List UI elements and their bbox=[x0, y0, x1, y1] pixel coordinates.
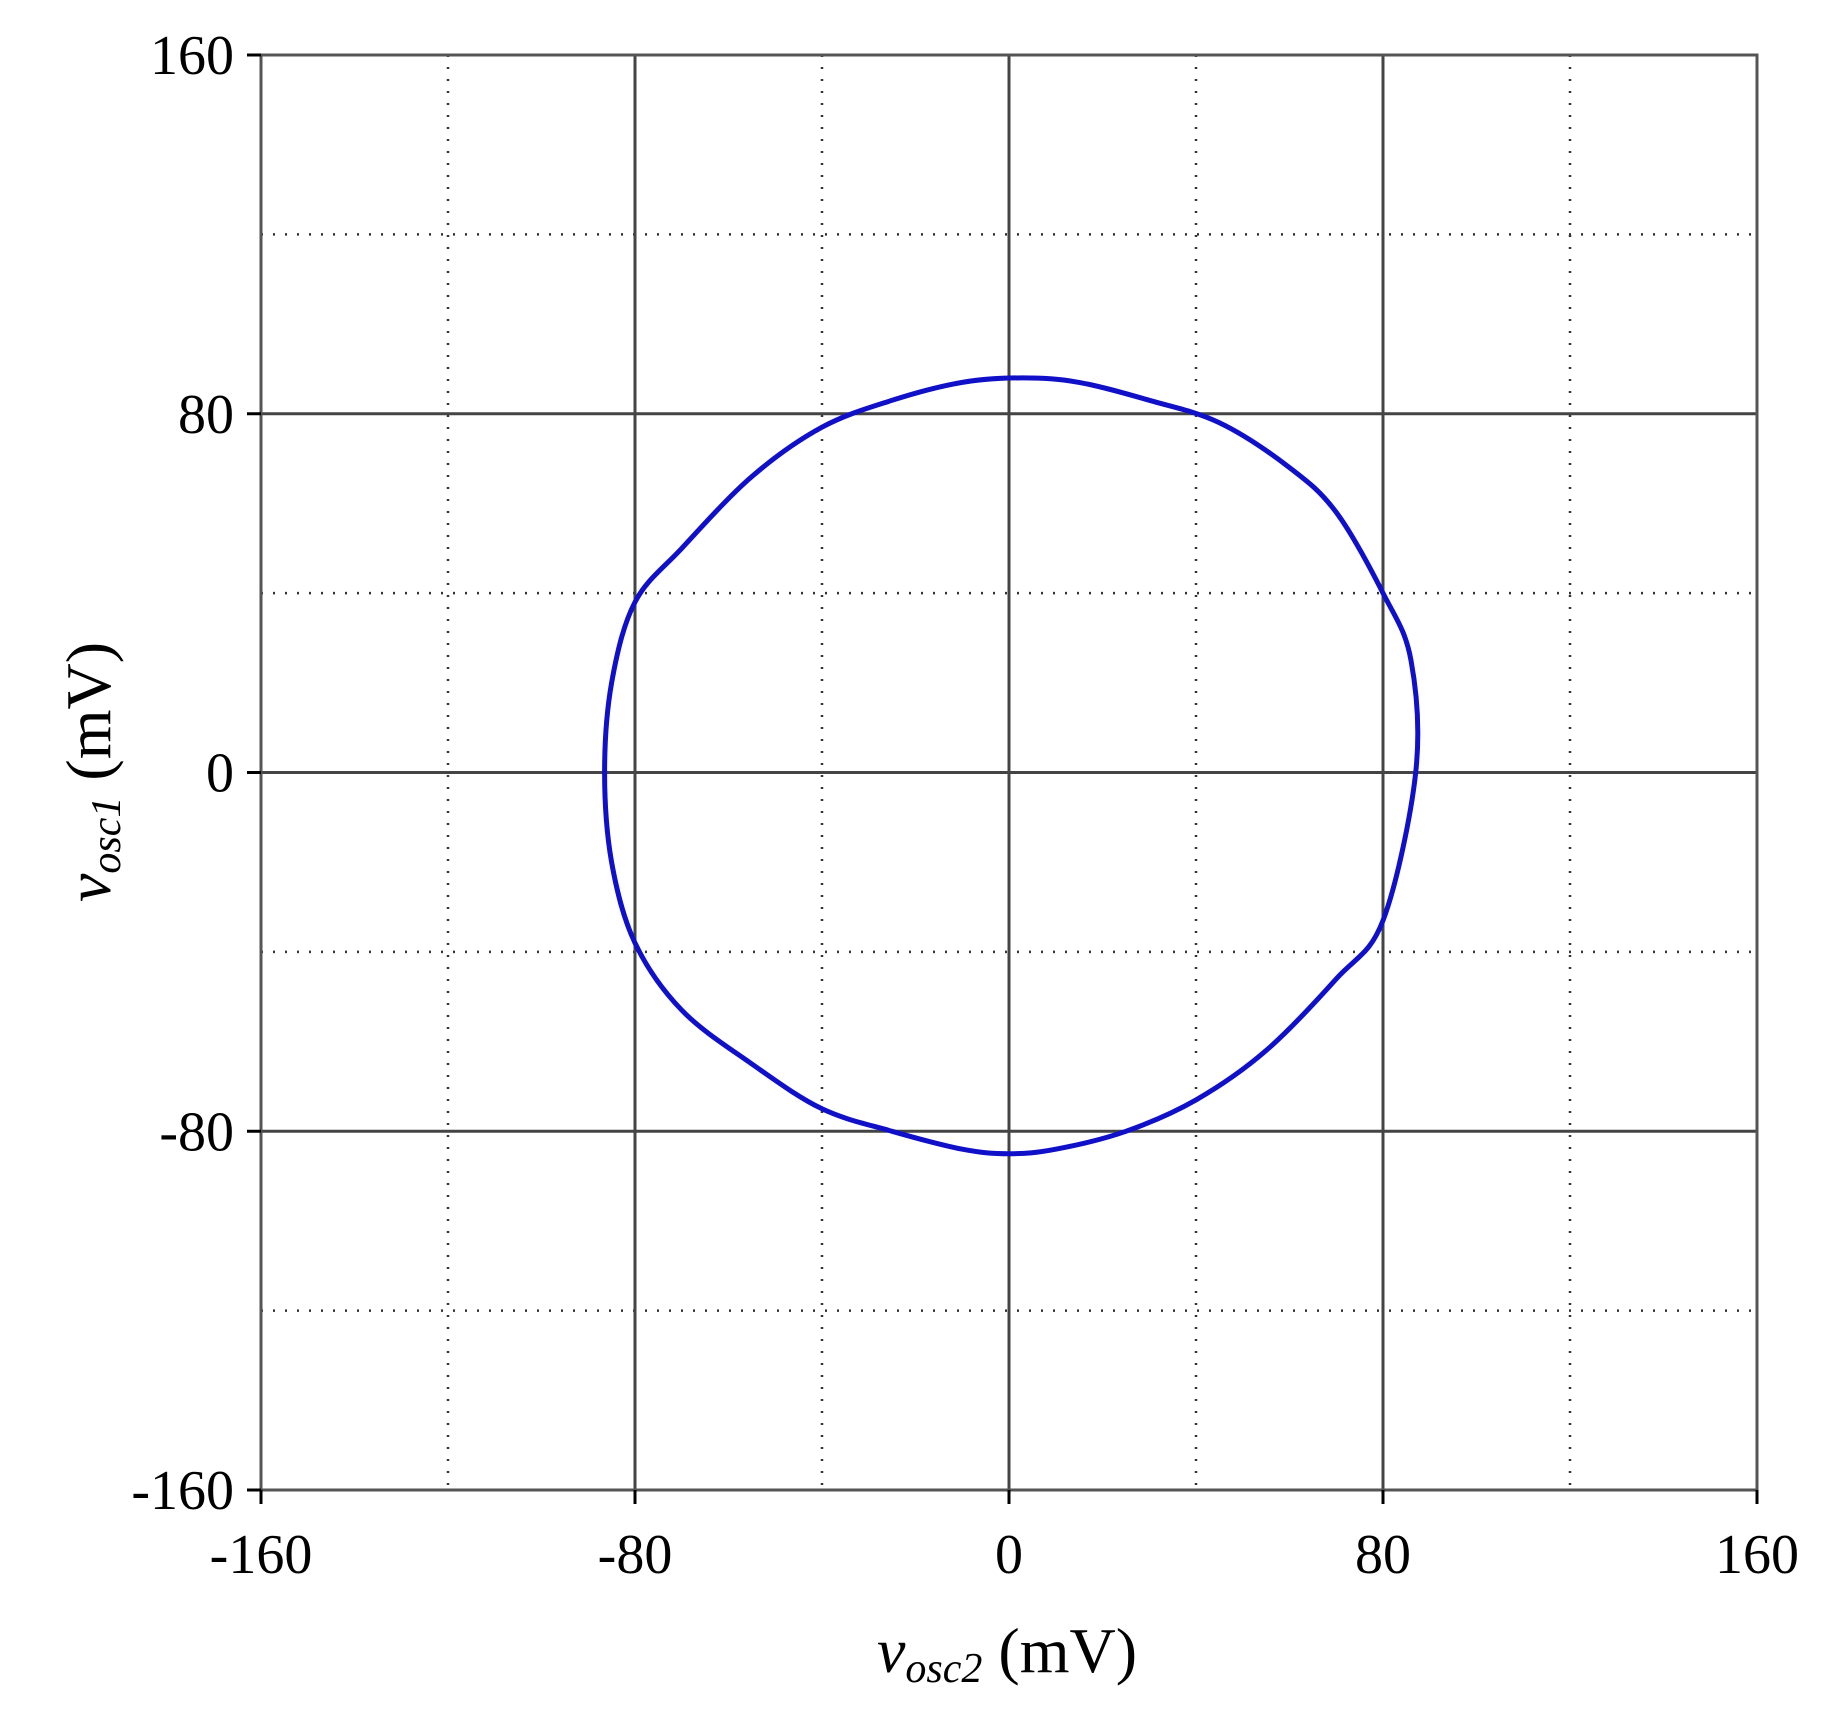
x-axis-label: vosc2 (mV) bbox=[877, 1615, 1137, 1692]
x-tick-label: 80 bbox=[1355, 1524, 1411, 1586]
y-tick-labels: -160 -80 0 80 160 bbox=[131, 25, 234, 1522]
x-tick-label: 0 bbox=[995, 1524, 1023, 1586]
y-tick-label: -80 bbox=[159, 1101, 234, 1163]
x-tick-label: -160 bbox=[210, 1524, 313, 1586]
series-layer bbox=[602, 375, 1421, 1157]
x-tick-labels: -160 -80 0 80 160 bbox=[210, 1524, 1799, 1586]
y-axis-label: vosc1 (mV) bbox=[53, 642, 130, 902]
x-tick-label: -80 bbox=[598, 1524, 673, 1586]
y-tick-label: -160 bbox=[131, 1460, 234, 1522]
y-tick-label: 0 bbox=[206, 743, 234, 805]
x-tick-label: 160 bbox=[1715, 1524, 1799, 1586]
y-tick-label: 160 bbox=[150, 25, 234, 87]
major-grid bbox=[261, 55, 1757, 1490]
limit-cycle-trace bbox=[602, 375, 1421, 1157]
axis-ticks bbox=[247, 53, 1759, 1504]
y-tick-label: 80 bbox=[178, 384, 234, 446]
